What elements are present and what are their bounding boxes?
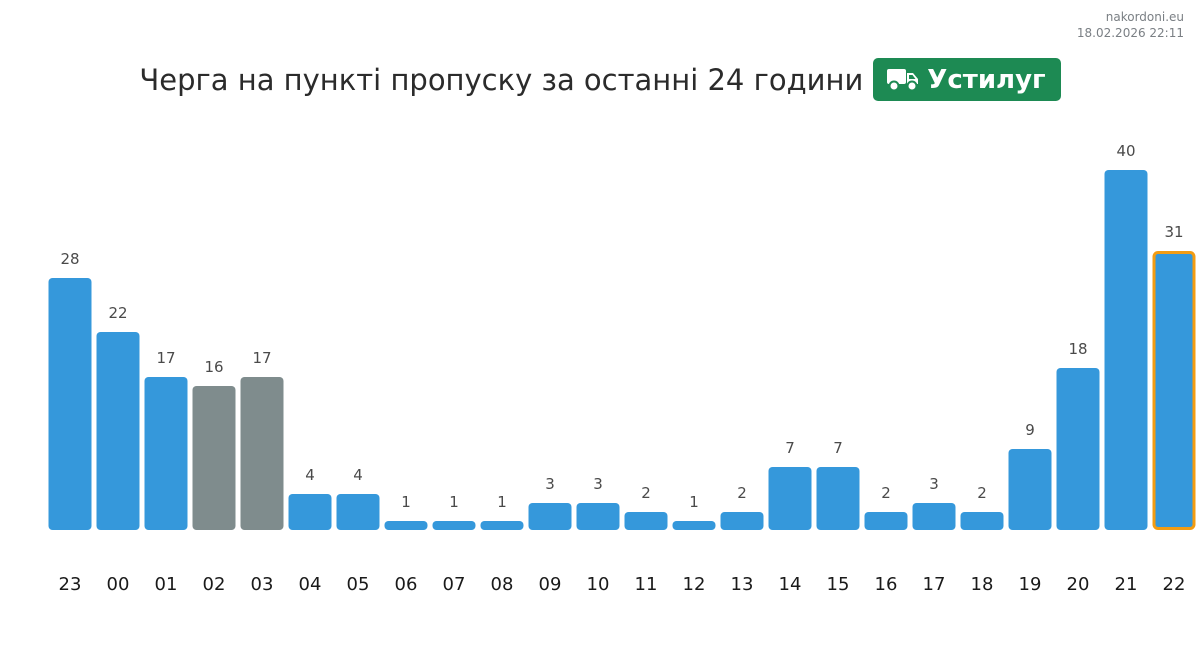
- bar-18: [960, 512, 1004, 530]
- value-label-23: 28: [60, 250, 79, 268]
- value-label-16: 2: [881, 484, 891, 502]
- bar-07: [432, 521, 476, 530]
- category-label-17: 17: [923, 574, 946, 595]
- value-label-03: 17: [252, 349, 271, 367]
- truck-icon: [887, 68, 919, 92]
- bar-12: [672, 521, 716, 530]
- category-label-05: 05: [347, 574, 370, 595]
- bar-03: [240, 377, 284, 530]
- bar-09: [528, 503, 572, 530]
- value-label-10: 3: [593, 475, 603, 493]
- value-label-15: 7: [833, 439, 843, 457]
- value-label-02: 16: [204, 358, 223, 376]
- chart-header: Черга на пункті пропуску за останні 24 г…: [0, 58, 1200, 101]
- category-label-10: 10: [587, 574, 610, 595]
- category-label-09: 09: [539, 574, 562, 595]
- category-label-19: 19: [1019, 574, 1042, 595]
- bar-00: [96, 332, 140, 530]
- bar-01: [144, 377, 188, 530]
- value-label-09: 3: [545, 475, 555, 493]
- source-timestamp: 18.02.2026 22:11: [1076, 26, 1184, 40]
- value-label-21: 40: [1116, 142, 1135, 160]
- bar-19: [1008, 449, 1052, 530]
- category-label-14: 14: [779, 574, 802, 595]
- bar-05: [336, 494, 380, 530]
- bar-20: [1056, 368, 1100, 530]
- bar-14: [768, 467, 812, 530]
- source-info: nakordoni.eu 18.02.2026 22:11: [1077, 9, 1184, 41]
- value-label-22: 31: [1164, 223, 1183, 241]
- bar-11: [624, 512, 668, 530]
- bar-02: [192, 386, 236, 530]
- category-label-11: 11: [635, 574, 658, 595]
- value-label-00: 22: [108, 304, 127, 322]
- category-label-02: 02: [203, 574, 226, 595]
- value-label-08: 1: [497, 493, 507, 511]
- value-label-04: 4: [305, 466, 315, 484]
- category-label-00: 00: [107, 574, 130, 595]
- source-site: nakordoni.eu: [1105, 10, 1184, 24]
- value-label-13: 2: [737, 484, 747, 502]
- bar-06: [384, 521, 428, 530]
- category-label-01: 01: [155, 574, 178, 595]
- category-label-12: 12: [683, 574, 706, 595]
- category-label-06: 06: [395, 574, 418, 595]
- category-label-13: 13: [731, 574, 754, 595]
- category-label-15: 15: [827, 574, 850, 595]
- value-label-12: 1: [689, 493, 699, 511]
- bar-10: [576, 503, 620, 530]
- checkpoint-name: Устилуг: [927, 64, 1046, 95]
- bar-04: [288, 494, 332, 530]
- value-label-20: 18: [1068, 340, 1087, 358]
- category-label-08: 08: [491, 574, 514, 595]
- bar-15: [816, 467, 860, 530]
- bar-13: [720, 512, 764, 530]
- bar-23: [48, 278, 92, 530]
- value-label-18: 2: [977, 484, 987, 502]
- category-label-23: 23: [59, 574, 82, 595]
- category-label-03: 03: [251, 574, 274, 595]
- value-label-05: 4: [353, 466, 363, 484]
- category-label-16: 16: [875, 574, 898, 595]
- value-label-01: 17: [156, 349, 175, 367]
- bar-16: [864, 512, 908, 530]
- value-label-11: 2: [641, 484, 651, 502]
- category-label-18: 18: [971, 574, 994, 595]
- checkpoint-badge: Устилуг: [873, 58, 1061, 101]
- category-label-04: 04: [299, 574, 322, 595]
- value-label-19: 9: [1025, 421, 1035, 439]
- bar-22: [1152, 251, 1196, 530]
- bar-17: [912, 503, 956, 530]
- value-label-14: 7: [785, 439, 795, 457]
- value-label-07: 1: [449, 493, 459, 511]
- value-label-17: 3: [929, 475, 939, 493]
- bar-08: [480, 521, 524, 530]
- category-label-07: 07: [443, 574, 466, 595]
- category-label-21: 21: [1115, 574, 1138, 595]
- value-label-06: 1: [401, 493, 411, 511]
- category-label-22: 22: [1163, 574, 1186, 595]
- bar-21: [1104, 170, 1148, 530]
- chart-title: Черга на пункті пропуску за останні 24 г…: [139, 62, 864, 97]
- category-label-20: 20: [1067, 574, 1090, 595]
